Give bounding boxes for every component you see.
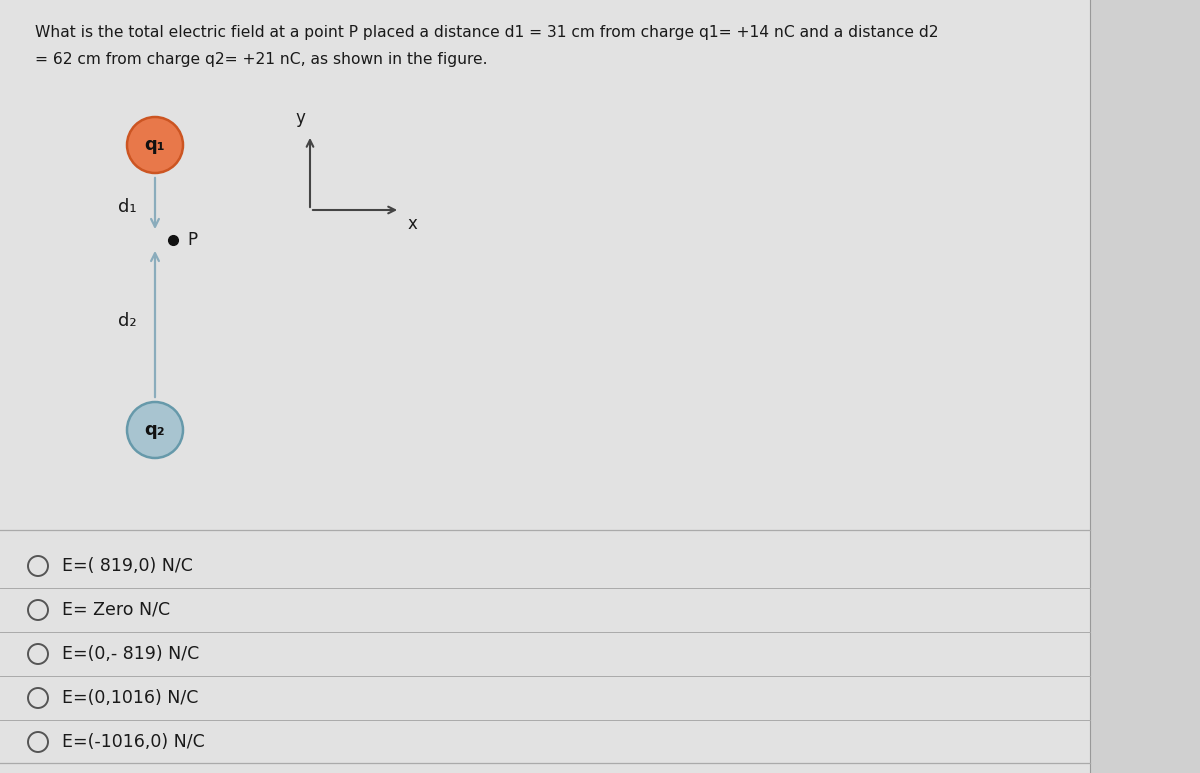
Text: q₂: q₂: [145, 421, 166, 439]
Text: E=(0,1016) N/C: E=(0,1016) N/C: [62, 689, 198, 707]
Text: What is the total electric field at a point P placed a distance d1 = 31 cm from : What is the total electric field at a po…: [35, 25, 938, 40]
Text: E=(-1016,0) N/C: E=(-1016,0) N/C: [62, 733, 205, 751]
Text: q₁: q₁: [145, 136, 166, 154]
Text: E= Zero N/C: E= Zero N/C: [62, 601, 170, 619]
FancyBboxPatch shape: [0, 0, 1090, 773]
Circle shape: [127, 117, 182, 173]
Text: d₂: d₂: [119, 312, 137, 330]
Text: P: P: [187, 231, 197, 249]
Text: y: y: [295, 109, 305, 127]
Circle shape: [127, 402, 182, 458]
Text: E=( 819,0) N/C: E=( 819,0) N/C: [62, 557, 193, 575]
Text: E=(0,- 819) N/C: E=(0,- 819) N/C: [62, 645, 199, 663]
Text: x: x: [408, 215, 418, 233]
FancyBboxPatch shape: [1090, 0, 1200, 773]
Text: d₁: d₁: [119, 197, 137, 216]
Text: = 62 cm from charge q2= +21 nC, as shown in the figure.: = 62 cm from charge q2= +21 nC, as shown…: [35, 52, 487, 67]
